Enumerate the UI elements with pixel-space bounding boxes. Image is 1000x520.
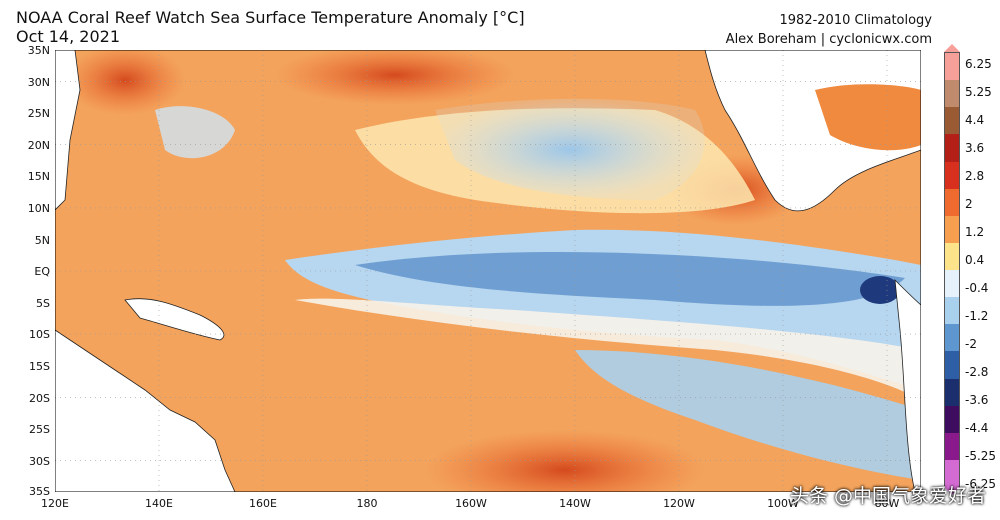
cool-patch-west <box>155 106 235 159</box>
lon-label: 180 <box>356 497 378 510</box>
colorbar-tick-label: -6.25 <box>965 477 997 491</box>
colorbar-segment <box>945 161 959 190</box>
coldest-spot <box>860 276 900 304</box>
cold-tongue-core <box>355 252 905 306</box>
colorbar-bottom-arrow <box>944 487 960 495</box>
chart-title-block: NOAA Coral Reef Watch Sea Surface Temper… <box>16 8 525 46</box>
colorbar-segment <box>945 297 959 325</box>
colorbar-tick-label: 0.4 <box>965 253 985 267</box>
colorbar-segment <box>945 378 959 407</box>
cool-anomaly-northeast <box>435 98 705 200</box>
colorbar-tick-label: 5.25 <box>965 85 992 99</box>
colorbar-tick-label: 3.6 <box>965 141 985 155</box>
warm-anomaly-japan <box>65 50 185 115</box>
colorbar-tick-label: -2 <box>965 337 977 351</box>
warm-anomaly-south <box>425 430 705 492</box>
gulf-of-mexico <box>815 84 921 151</box>
lat-label: 10S <box>29 328 50 342</box>
land-australia <box>55 329 236 492</box>
land-asia <box>55 50 81 211</box>
colorbar-tick-label: 6.25 <box>965 57 992 71</box>
lat-label: 35N <box>27 44 50 57</box>
colorbar-segment <box>945 242 959 271</box>
lat-label: 20S <box>29 391 50 405</box>
colorbar-tick-label: -2.8 <box>965 365 989 379</box>
lon-label: 140W <box>559 497 591 510</box>
author-credit: Alex Boreham | cyclonicwx.com <box>725 32 932 47</box>
map-svg <box>55 50 921 492</box>
watermark: 头条 @中国气象爱好者 <box>789 485 986 507</box>
neutral-band-south <box>295 298 921 400</box>
climatology-label: 1982-2010 Climatology <box>779 13 932 28</box>
chart-date: Oct 14, 2021 <box>16 27 120 46</box>
colorbar-tick-label: -4.4 <box>965 421 989 435</box>
lat-label: 20N <box>27 138 50 152</box>
colorbar-segment <box>945 107 959 135</box>
lat-label: 25N <box>27 107 50 121</box>
colorbar-segment <box>945 80 959 108</box>
colorbar-tick-label: -0.4 <box>965 281 989 295</box>
lon-label: 80W <box>874 497 900 510</box>
colorbar-segment <box>945 432 959 461</box>
colorbar-tick-label: -5.25 <box>965 449 997 463</box>
lon-label: 100W <box>767 497 799 510</box>
colorbar-segment <box>945 215 959 244</box>
colorbar-segment <box>945 324 959 352</box>
colorbar-tick-label: 4.4 <box>965 113 985 127</box>
colorbar-segment <box>945 134 959 162</box>
colorbar <box>944 52 960 488</box>
colorbar-tick-label: -3.6 <box>965 393 989 407</box>
lon-label: 160W <box>455 497 487 510</box>
lon-label: 120E <box>41 497 69 510</box>
colorbar-top-arrow <box>944 44 960 52</box>
colorbar-segment <box>945 459 959 488</box>
chart-title: NOAA Coral Reef Watch Sea Surface Temper… <box>16 8 525 27</box>
colorbar-segment <box>945 188 959 217</box>
lat-label: 15N <box>27 170 50 184</box>
colorbar-tick-label: 1.2 <box>965 225 985 239</box>
lat-label: 35S <box>29 485 50 498</box>
colorbar-tick-label: 2.8 <box>965 169 985 183</box>
lat-label: 25S <box>29 423 50 437</box>
lon-label: 140E <box>145 497 173 510</box>
colorbar-segment <box>945 270 959 298</box>
colorbar-segment <box>945 351 959 379</box>
colorbar-segment <box>945 405 959 434</box>
lat-label: 30N <box>27 75 50 89</box>
gridlines <box>55 50 921 492</box>
lat-label: 15S <box>29 360 50 373</box>
land-south-america <box>894 278 921 492</box>
lat-label: 5N <box>34 233 50 247</box>
warm-anomaly-north <box>275 50 515 105</box>
lon-label: 120W <box>663 497 695 510</box>
sst-anomaly-map <box>55 50 921 492</box>
colorbar-tick-label: 2 <box>965 197 973 211</box>
land-new-guinea <box>124 298 225 341</box>
cool-anomaly-southeast <box>575 350 921 480</box>
lat-label: 5S <box>36 296 50 310</box>
lat-label: 30S <box>29 454 50 468</box>
colorbar-tick-label: -1.2 <box>965 309 989 323</box>
lat-label: 10N <box>27 202 50 215</box>
lat-label: EQ <box>34 265 50 279</box>
lon-label: 160E <box>249 497 277 510</box>
credit-block: 1982-2010 Climatology Alex Boreham | cyc… <box>726 11 932 49</box>
colorbar-segment <box>945 53 959 81</box>
